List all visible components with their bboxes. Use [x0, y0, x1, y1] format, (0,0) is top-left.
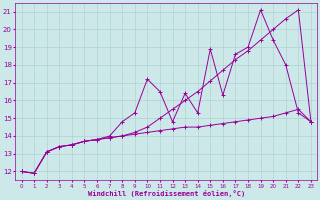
X-axis label: Windchill (Refroidissement éolien,°C): Windchill (Refroidissement éolien,°C): [88, 190, 245, 197]
